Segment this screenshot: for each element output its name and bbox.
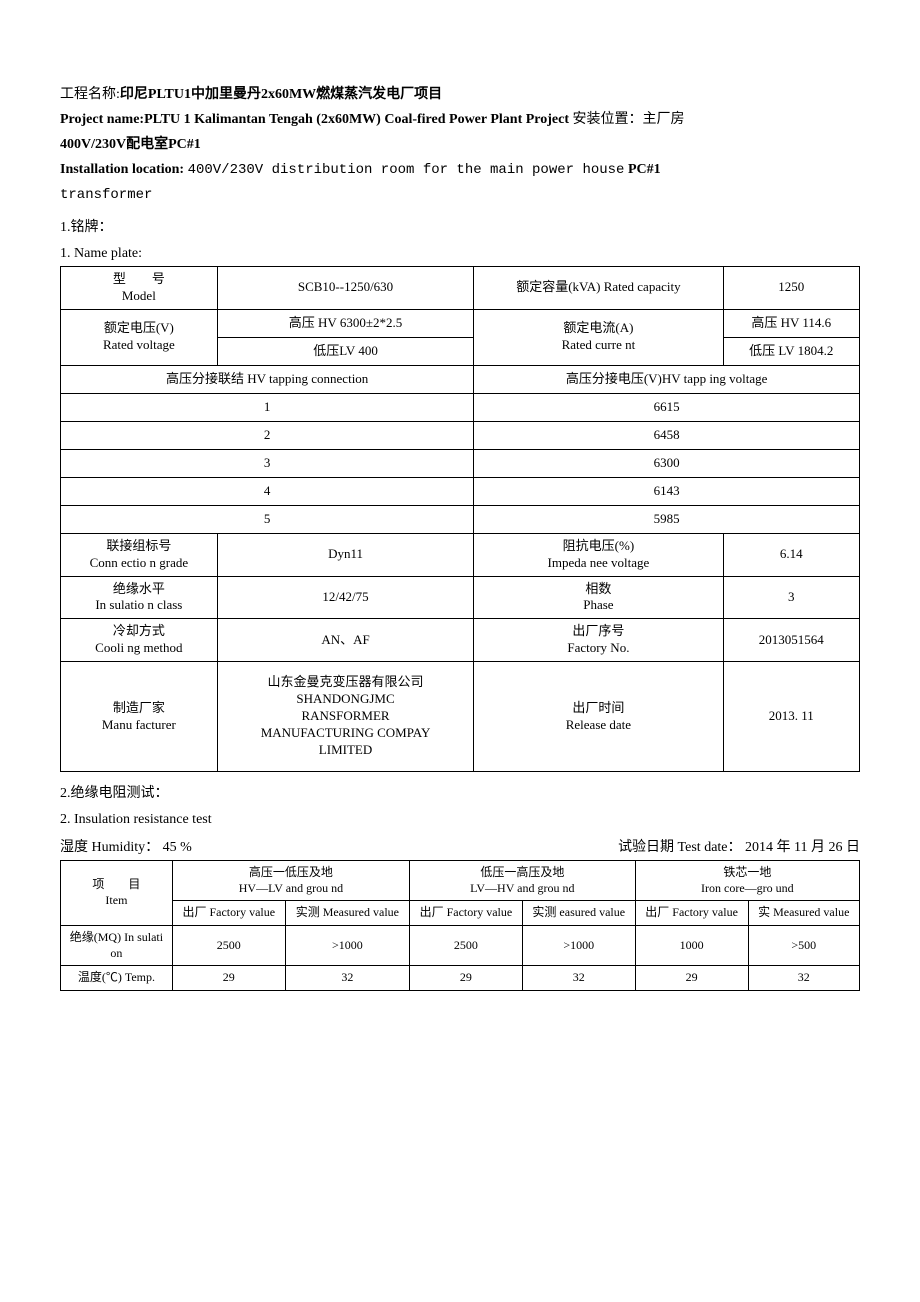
tap-v: 6458 [474,421,860,449]
project-name-en: Project name:PLTU 1 Kalimantan Tengah (2… [60,109,860,130]
tap-v: 5985 [474,505,860,533]
location-en: Installation location: 400V/230V distrib… [60,159,860,181]
cell: >500 [748,925,859,965]
tap-n: 3 [61,449,474,477]
document-header: 工程名称:印尼PLTU1中加里曼丹2x60MW燃煤蒸汽发电厂项目 Project… [60,84,860,206]
cell: >1000 [285,925,409,965]
tap-v: 6143 [474,477,860,505]
cell: 29 [635,966,748,991]
cell: 2500 [172,925,285,965]
row-label: 绝缘(MQ) In sulati on [61,925,173,965]
phase-label: 相数 Phase [474,576,723,619]
table-row: 高压分接联结 HV tapping connection 高压分接电压(V)HV… [61,365,860,393]
cell: 29 [172,966,285,991]
tap-n: 2 [61,421,474,449]
sub-head: 出厂 Factory value [409,901,522,926]
col-head: 低压一高压及地 LV—HV and grou nd [409,861,635,901]
rated-voltage-label: 额定电压(V) Rated voltage [61,309,218,365]
impedance-value: 6.14 [723,533,860,576]
rated-current-label: 额定电流(A) Rated curre nt [474,309,723,365]
cell: 29 [409,966,522,991]
table-row: 型 号 Model SCB10--1250/630 额定容量(kVA) Rate… [61,267,860,310]
col-head: 铁芯一地 Iron core—gro und [635,861,859,901]
nameplate-table: 型 号 Model SCB10--1250/630 额定容量(kVA) Rate… [60,266,860,772]
insulation-class-label: 绝缘水平 In sulatio n class [61,576,218,619]
sub-head: 出厂 Factory value [635,901,748,926]
manufacturer-label: 制造厂家 Manu facturer [61,662,218,772]
table-row: 46143 [61,477,860,505]
test-date: 试验日期 Test date： 2014 年 11 月 26 日 [618,836,860,856]
table-row: 额定电压(V) Rated voltage 高压 HV 6300±2*2.5 额… [61,309,860,337]
rated-current-hv: 高压 HV 114.6 [723,309,860,337]
insulation-class-value: 12/42/75 [217,576,474,619]
cell: 1000 [635,925,748,965]
cell: 32 [285,966,409,991]
tap-conn-label: 高压分接联结 HV tapping connection [61,365,474,393]
table-row: 绝缘水平 In sulatio n class 12/42/75 相数 Phas… [61,576,860,619]
section-1-en: 1. Name plate: [60,246,860,262]
capacity-label: 额定容量(kVA) Rated capacity [474,267,723,310]
cell: 32 [522,966,635,991]
release-date-value: 2013. 11 [723,662,860,772]
table-row: 制造厂家 Manu facturer 山东金曼克变压器有限公司 SHANDONG… [61,662,860,772]
tap-volt-label: 高压分接电压(V)HV tapp ing voltage [474,365,860,393]
cell: >1000 [522,925,635,965]
section-2-cn: 2.绝缘电阻测试： [60,782,860,802]
table-row: 联接组标号 Conn ectio n grade Dyn11 阻抗电压(%) I… [61,533,860,576]
table-row: 绝缘(MQ) In sulati on 2500 >1000 2500 >100… [61,925,860,965]
table-row: 36300 [61,449,860,477]
location-line2: 400V/230V配电室PC#1 [60,134,860,155]
tap-v: 6300 [474,449,860,477]
table-row: 温度(℃) Temp. 29 32 29 32 29 32 [61,966,860,991]
table-row: 项 目 Item 高压一低压及地 HV—LV and grou nd 低压一高压… [61,861,860,901]
row-label: 温度(℃) Temp. [61,966,173,991]
tap-v: 6615 [474,393,860,421]
col-head: 高压一低压及地 HV—LV and grou nd [172,861,409,901]
table-row: 16615 [61,393,860,421]
capacity-value: 1250 [723,267,860,310]
insulation-test-table: 项 目 Item 高压一低压及地 HV—LV and grou nd 低压一高压… [60,860,860,991]
factory-no-label: 出厂序号 Factory No. [474,619,723,662]
phase-value: 3 [723,576,860,619]
release-date-label: 出厂时间 Release date [474,662,723,772]
cell: 32 [748,966,859,991]
section-2-en: 2. Insulation resistance test [60,812,860,828]
table-row: 26458 [61,421,860,449]
cooling-label: 冷却方式 Cooli ng method [61,619,218,662]
cooling-value: AN、AF [217,619,474,662]
sub-head: 实测 easured value [522,901,635,926]
rated-voltage-hv: 高压 HV 6300±2*2.5 [217,309,474,337]
model-value: SCB10--1250/630 [217,267,474,310]
humidity: 湿度 Humidity： 45 % [60,836,192,856]
model-label: 型 号 Model [61,267,218,310]
table-row: 冷却方式 Cooli ng method AN、AF 出厂序号 Factory … [61,619,860,662]
transformer-label: transformer [60,185,860,206]
tap-n: 5 [61,505,474,533]
rated-voltage-lv: 低压LV 400 [217,337,474,365]
project-name-cn: 工程名称:印尼PLTU1中加里曼丹2x60MW燃煤蒸汽发电厂项目 [60,84,860,105]
manufacturer-value: 山东金曼克变压器有限公司 SHANDONGJMC RANSFORMER MANU… [217,662,474,772]
sub-head: 实 Measured value [748,901,859,926]
section-1-cn: 1.铭牌： [60,216,860,236]
sub-head: 实测 Measured value [285,901,409,926]
tap-n: 1 [61,393,474,421]
conn-grade-label: 联接组标号 Conn ectio n grade [61,533,218,576]
cell: 2500 [409,925,522,965]
rated-current-lv: 低压 LV 1804.2 [723,337,860,365]
impedance-label: 阻抗电压(%) Impeda nee voltage [474,533,723,576]
factory-no-value: 2013051564 [723,619,860,662]
tap-n: 4 [61,477,474,505]
table-row: 55985 [61,505,860,533]
table-row: 出厂 Factory value 实测 Measured value 出厂 Fa… [61,901,860,926]
item-label: 项 目 Item [61,861,173,926]
conn-grade-value: Dyn11 [217,533,474,576]
test-meta-row: 湿度 Humidity： 45 % 试验日期 Test date： 2014 年… [60,836,860,856]
sub-head: 出厂 Factory value [172,901,285,926]
